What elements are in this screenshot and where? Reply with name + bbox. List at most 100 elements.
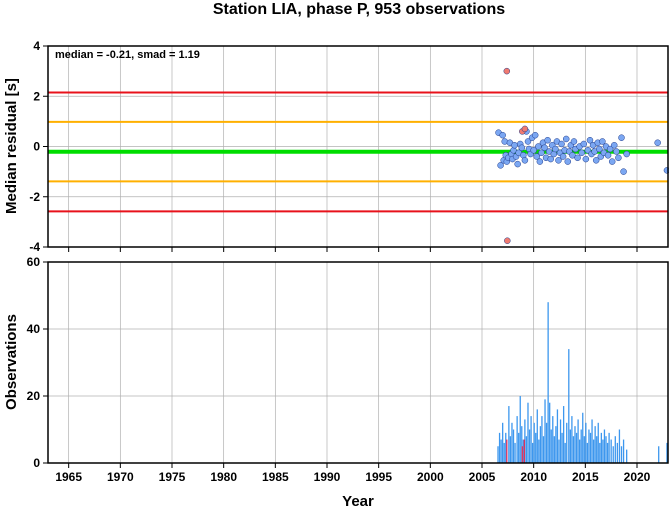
observation-bar [600, 432, 602, 463]
x-tick-label: 1980 [210, 470, 237, 484]
observation-bar [582, 412, 584, 463]
observation-bar [588, 429, 590, 463]
observation-bar [569, 429, 571, 463]
observation-bar [550, 429, 552, 463]
observation-bar [509, 436, 512, 463]
data-point [544, 136, 551, 144]
data-point [533, 153, 541, 160]
data-point [562, 135, 570, 143]
observation-bar [591, 419, 593, 463]
data-point [555, 157, 562, 164]
y-tick-label: 0 [33, 140, 40, 154]
data-point [620, 168, 627, 175]
data-point [518, 144, 526, 152]
observation-bar [580, 429, 582, 463]
observation-bar [558, 439, 560, 463]
observation-bar [606, 442, 609, 463]
observation-bar [575, 432, 578, 463]
observation-bar [500, 439, 502, 463]
data-point [623, 150, 630, 158]
data-point [499, 131, 506, 139]
residual-reference-lines [48, 91, 668, 213]
observation-bar [597, 422, 599, 463]
observation-bar [586, 442, 589, 463]
data-point [592, 157, 600, 164]
x-tick-label: 2005 [469, 470, 496, 484]
observation-bar [531, 442, 534, 463]
observation-bar [585, 422, 587, 463]
x-tick-label: 2020 [624, 470, 651, 484]
observation-bar [596, 436, 598, 463]
observation-bar [574, 426, 576, 463]
observation-bar [610, 439, 612, 463]
y-tick-label: -2 [29, 190, 40, 204]
data-point [535, 143, 542, 150]
outlier-observation-bar [521, 446, 523, 463]
observation-bar [564, 442, 566, 463]
observation-bar [539, 426, 542, 463]
data-point [524, 138, 532, 145]
residual-y-ticks: -4 -2 0 2 4 [29, 39, 48, 254]
observation-bar [533, 422, 535, 463]
data-point [596, 145, 603, 153]
x-tick-label: 1990 [314, 470, 341, 484]
observations-bars [497, 302, 668, 463]
observation-bar [521, 426, 523, 463]
observation-bar [525, 436, 528, 463]
observation-bar [658, 446, 660, 463]
data-point [599, 138, 606, 145]
observation-bar [562, 406, 565, 463]
observation-bar [556, 409, 559, 463]
data-point [558, 140, 565, 148]
observation-bar [568, 349, 570, 463]
observation-bar [553, 436, 555, 463]
observation-bar [535, 432, 537, 463]
outlier-point [521, 125, 529, 133]
observation-bar [528, 429, 531, 463]
data-point [578, 149, 585, 157]
y-tick-label: 20 [27, 389, 41, 403]
data-point [564, 158, 572, 165]
data-point [613, 148, 620, 155]
observations-y-ticks: 0 20 40 60 [27, 255, 48, 470]
y-tick-label: 40 [27, 322, 41, 336]
observation-bar [618, 429, 621, 463]
x-tick-label: 2000 [417, 470, 444, 484]
x-tick-label: 1965 [55, 470, 82, 484]
observation-bar [620, 446, 623, 463]
data-point [541, 144, 548, 152]
observation-bar [583, 436, 585, 463]
outlier-point [503, 67, 511, 75]
observation-bar [511, 422, 513, 463]
observations-x-ticks: 1965 1970 1975 1980 1985 1990 1995 2000 2005 2010… [55, 463, 651, 484]
x-tick-label: 2015 [572, 470, 599, 484]
data-point [536, 158, 544, 165]
residual-y-axis-label: Median residual [s] [3, 78, 20, 214]
data-point [547, 155, 554, 163]
observations-y-axis-label: Observations [3, 314, 20, 410]
observation-bar [522, 439, 524, 463]
x-tick-label: 1975 [159, 470, 186, 484]
data-point [511, 141, 518, 149]
observation-bar [605, 436, 607, 463]
outlier-point [504, 237, 511, 244]
data-point [521, 157, 529, 164]
y-tick-label: 0 [33, 456, 40, 470]
observation-bar [616, 442, 619, 463]
outlier-observation-bar [506, 439, 508, 463]
data-point [531, 131, 539, 139]
observation-bar [547, 302, 549, 463]
x-tick-label: 1970 [107, 470, 134, 484]
residual-x-tickmarks [68, 247, 638, 252]
data-point [608, 158, 616, 165]
data-point [580, 140, 588, 148]
observation-bar [530, 416, 532, 463]
observation-bar [571, 416, 573, 463]
y-tick-label: 2 [33, 89, 40, 103]
residual-panel: -4 -2 0 2 4 median = -0.21, smad = 1.19 Medi… [3, 39, 669, 254]
observation-bar [538, 439, 540, 463]
observation-bar [544, 399, 546, 463]
observation-bar [612, 446, 614, 463]
observations-panel: 0 20 40 60 1965 1970 1975 1980 1985 1990 1995 2000… [3, 255, 669, 510]
